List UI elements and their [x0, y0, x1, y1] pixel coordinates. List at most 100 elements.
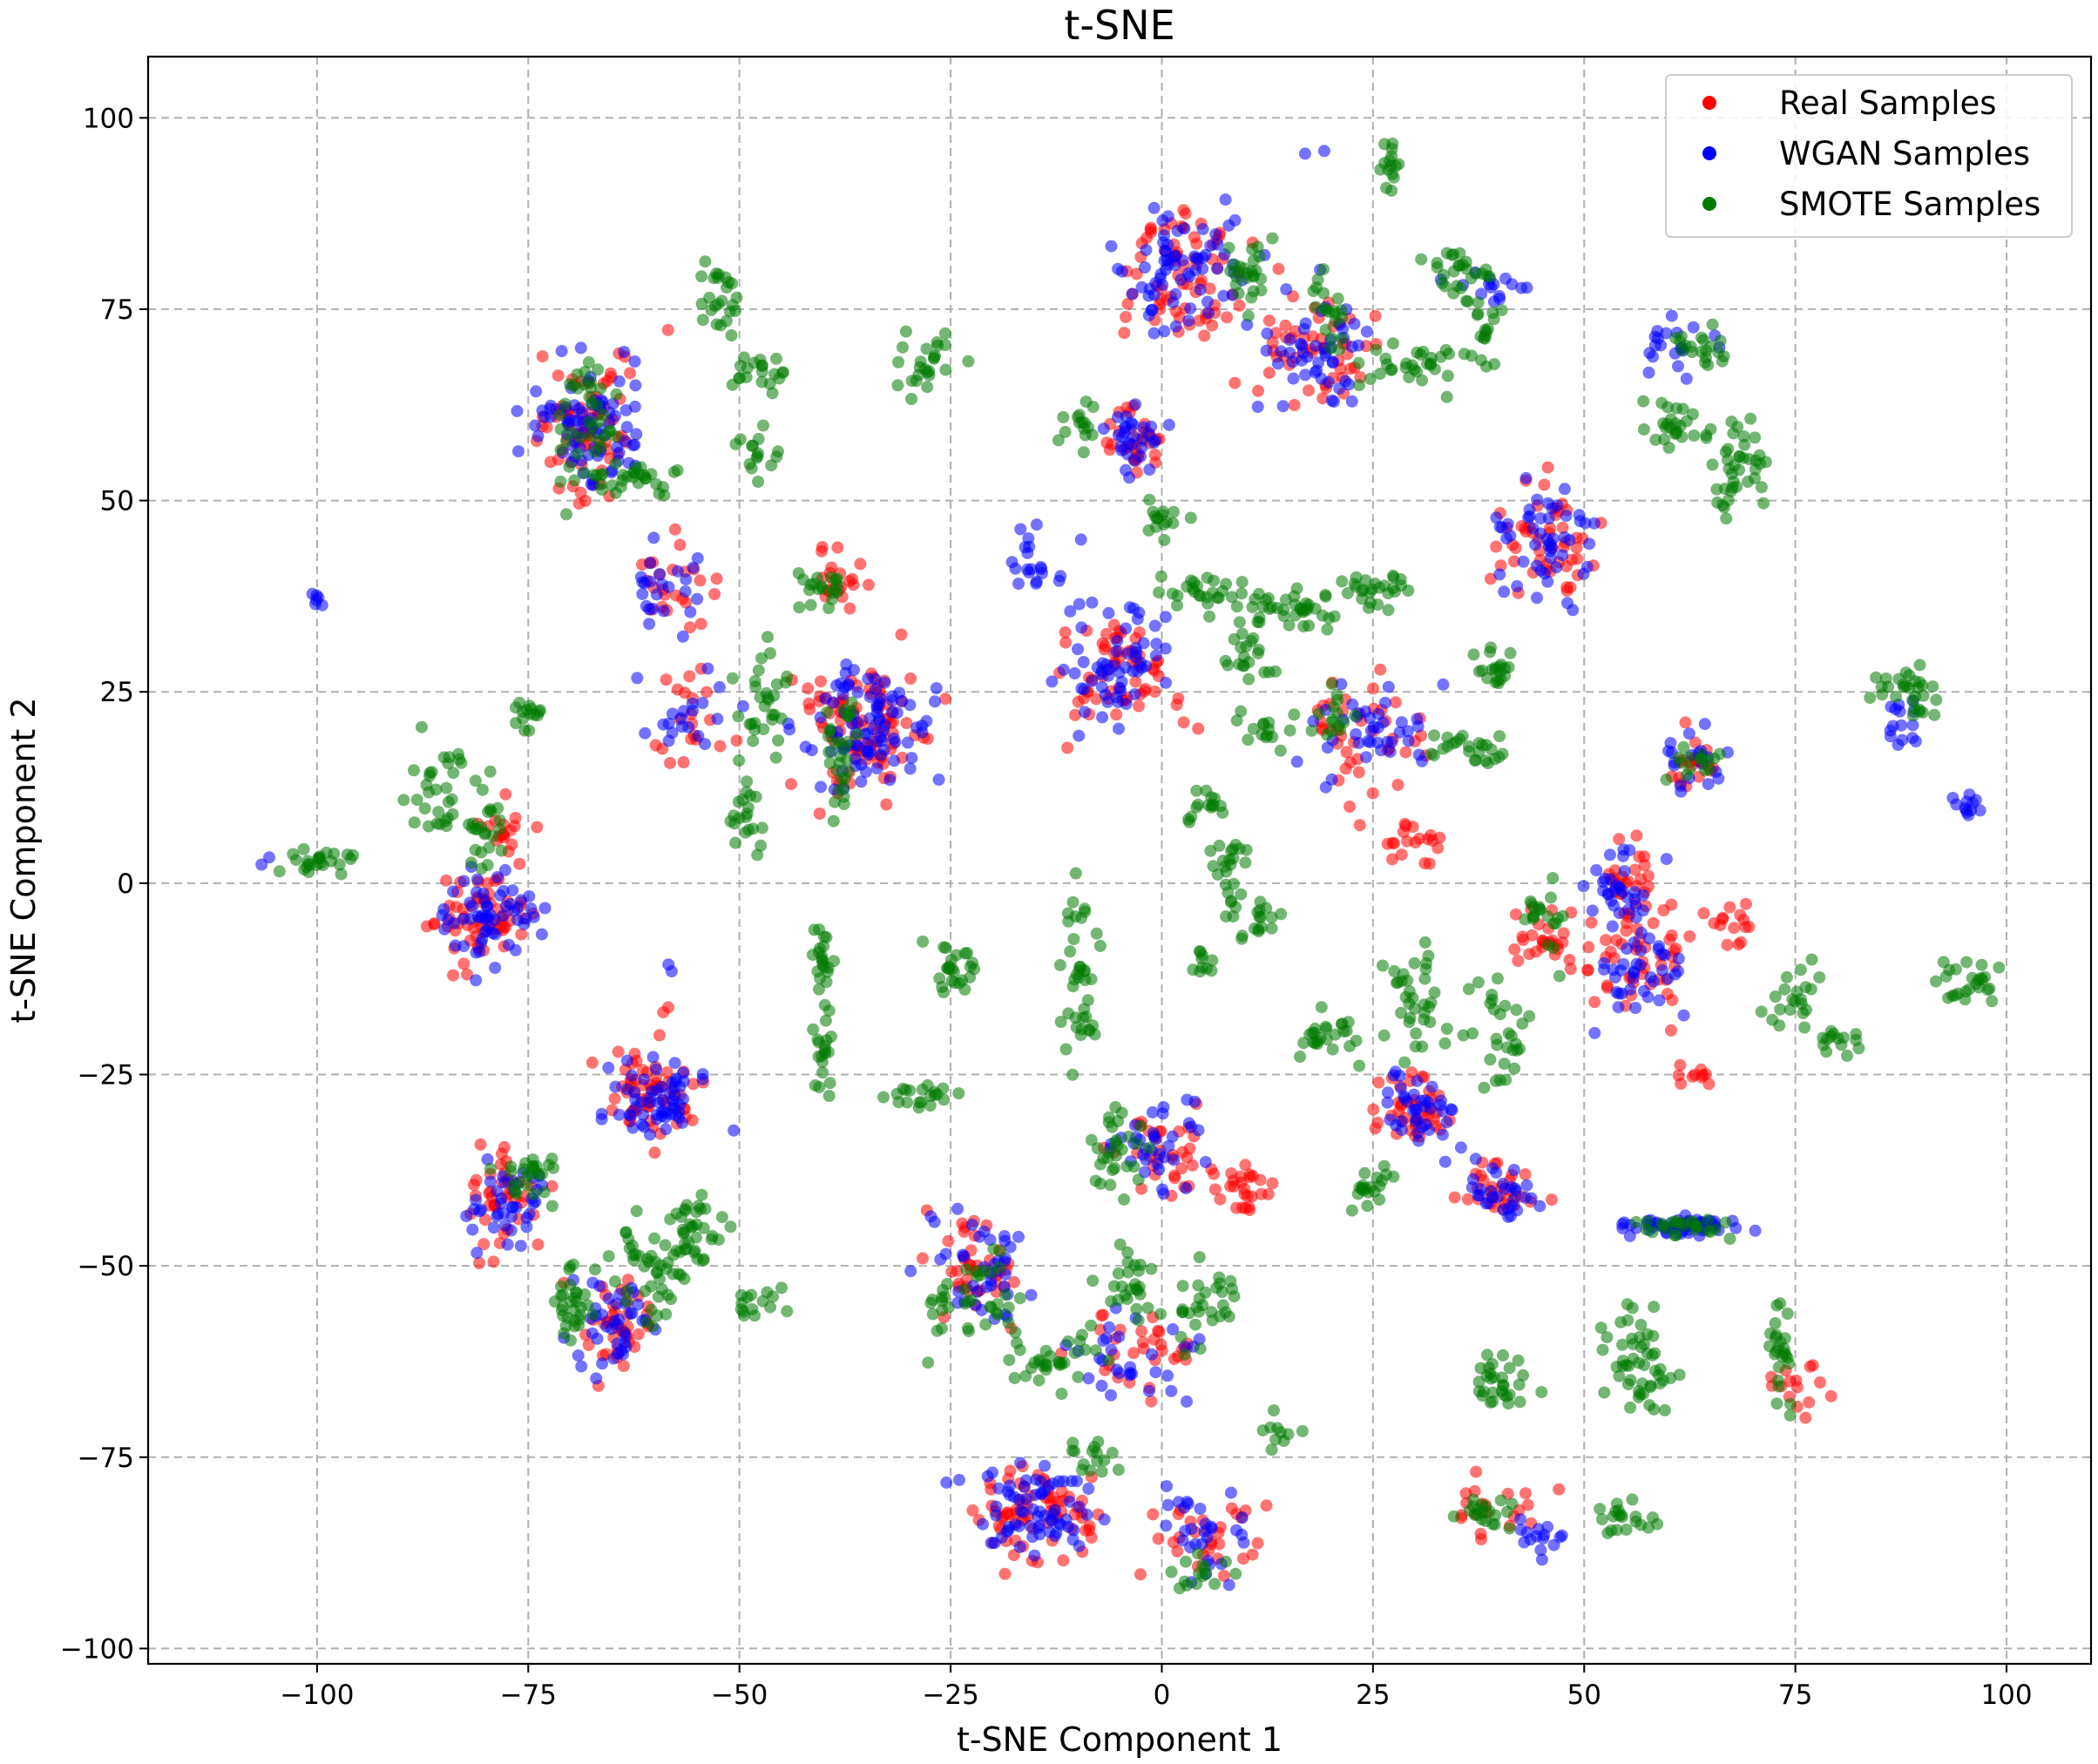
- scatter-point: [1395, 1006, 1408, 1019]
- scatter-point: [1110, 708, 1123, 721]
- scatter-point: [966, 1504, 979, 1517]
- scatter-point: [1517, 555, 1530, 568]
- scatter-point: [1230, 714, 1243, 727]
- scatter-point: [751, 848, 764, 862]
- scatter-point: [979, 1318, 992, 1331]
- scatter-point: [499, 787, 512, 801]
- scatter-point: [1490, 540, 1503, 553]
- scatter-point: [457, 957, 470, 970]
- scatter-point: [1916, 706, 1929, 719]
- scatter-point: [1260, 1499, 1273, 1512]
- scatter-point: [1008, 1275, 1020, 1288]
- scatter-point: [1903, 669, 1916, 682]
- scatter-point: [1378, 138, 1391, 151]
- scatter-point: [470, 1193, 483, 1206]
- scatter-point: [707, 272, 721, 285]
- scatter-point: [1462, 740, 1475, 753]
- scatter-point: [1113, 722, 1125, 735]
- scatter-point: [1409, 1040, 1422, 1053]
- scatter-point: [572, 415, 585, 428]
- scatter-point: [916, 1083, 929, 1096]
- scatter-point: [770, 352, 782, 365]
- scatter-point: [1283, 724, 1296, 737]
- scatter-point: [1402, 734, 1415, 747]
- scatter-point: [628, 1341, 641, 1354]
- scatter-point: [920, 342, 933, 355]
- scatter-point: [447, 969, 460, 982]
- scatter-point: [995, 1531, 1008, 1544]
- scatter-point: [510, 1201, 523, 1214]
- scatter-point: [1647, 975, 1660, 988]
- scatter-point: [1196, 223, 1209, 235]
- scatter-point: [1113, 1367, 1126, 1380]
- scatter-point: [673, 538, 687, 551]
- scatter-point: [729, 836, 742, 849]
- scatter-point: [1166, 1130, 1179, 1143]
- scatter-point: [1112, 410, 1124, 423]
- scatter-point: [1403, 1016, 1416, 1029]
- scatter-point: [1610, 1524, 1623, 1537]
- scatter-point: [1265, 922, 1278, 935]
- scatter-point: [1621, 943, 1634, 956]
- scatter-point: [1019, 1474, 1032, 1487]
- scatter-point: [1493, 730, 1506, 743]
- scatter-point: [1325, 715, 1338, 728]
- scatter-point: [1332, 343, 1345, 356]
- scatter-point: [1661, 401, 1675, 414]
- scatter-point: [1230, 600, 1243, 613]
- scatter-point: [1558, 483, 1571, 496]
- scatter-point: [554, 422, 567, 436]
- scatter-point: [1098, 1454, 1111, 1467]
- scatter-point: [1299, 368, 1312, 382]
- series-smote-samples: [273, 137, 2006, 1595]
- scatter-point: [1175, 1162, 1188, 1175]
- scatter-point: [939, 363, 952, 376]
- scatter-point: [1129, 675, 1142, 688]
- scatter-point: [1472, 1189, 1485, 1202]
- scatter-point: [557, 1288, 570, 1301]
- scatter-point: [1636, 904, 1649, 917]
- legend-label: SMOTE Samples: [1779, 186, 2040, 223]
- scatter-point: [671, 463, 684, 476]
- scatter-point: [1140, 659, 1153, 672]
- scatter-point: [1673, 1369, 1686, 1382]
- scatter-point: [950, 949, 963, 962]
- scatter-point: [1310, 340, 1323, 353]
- scatter-point: [1395, 848, 1408, 862]
- scatter-point: [1089, 1344, 1102, 1357]
- scatter-point: [662, 717, 675, 730]
- scatter-point: [1258, 666, 1271, 679]
- scatter-point: [1115, 1143, 1128, 1156]
- legend-label: WGAN Samples: [1779, 135, 2030, 172]
- scatter-point: [1606, 920, 1619, 933]
- scatter-point: [590, 469, 603, 482]
- scatter-point: [1367, 720, 1380, 733]
- scatter-point: [1070, 1021, 1083, 1034]
- scatter-point: [1149, 649, 1162, 662]
- scatter-point: [531, 429, 545, 443]
- scatter-point: [1184, 302, 1197, 315]
- scatter-point: [1506, 1497, 1519, 1511]
- scatter-point: [1176, 1280, 1189, 1293]
- scatter-point: [1105, 240, 1118, 253]
- scatter-point: [1224, 858, 1237, 871]
- scatter-point: [1127, 1347, 1140, 1360]
- scatter-point: [497, 909, 510, 922]
- scatter-point: [1343, 801, 1357, 813]
- scatter-point: [1121, 297, 1134, 310]
- scatter-point: [1326, 355, 1339, 368]
- scatter-point: [1202, 307, 1215, 320]
- scatter-point: [420, 920, 433, 933]
- scatter-point: [1411, 1075, 1424, 1087]
- scatter-point: [951, 1202, 964, 1215]
- scatter-point: [1546, 872, 1560, 884]
- scatter-point: [1083, 1519, 1096, 1532]
- scatter-point: [579, 365, 592, 378]
- scatter-point: [1261, 327, 1274, 340]
- scatter-point: [1895, 719, 1908, 732]
- scatter-point: [1488, 753, 1501, 766]
- scatter-point: [1626, 1493, 1639, 1506]
- scatter-point: [1190, 784, 1203, 797]
- scatter-point: [1262, 367, 1276, 379]
- scatter-point: [1167, 296, 1180, 309]
